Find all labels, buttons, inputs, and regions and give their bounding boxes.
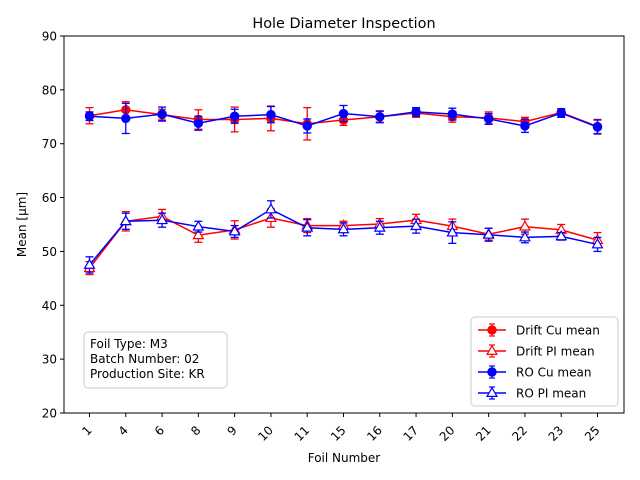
annotation-line: Foil Type: M3 bbox=[90, 337, 168, 351]
data-point bbox=[83, 258, 96, 269]
data-point bbox=[592, 122, 603, 132]
data-point bbox=[555, 229, 568, 241]
data-point bbox=[373, 221, 386, 232]
annotation-frame bbox=[83, 331, 228, 389]
data-point bbox=[338, 108, 349, 119]
data-point bbox=[264, 203, 277, 214]
y-axis-ticks: 20 30 40 50 60 70 80 90 bbox=[42, 30, 64, 421]
x-axis-label: Foil Number bbox=[308, 451, 381, 465]
data-point bbox=[193, 118, 204, 128]
data-point bbox=[518, 220, 531, 231]
data-point bbox=[482, 228, 495, 239]
y-tick-label: 90 bbox=[42, 30, 57, 44]
legend-marker bbox=[487, 325, 497, 335]
y-tick-label: 70 bbox=[42, 137, 57, 151]
legend-marker bbox=[486, 386, 498, 397]
legend-label: RO PI mean bbox=[516, 387, 586, 401]
legend-item: RO PI mean bbox=[478, 386, 586, 401]
data-point bbox=[556, 108, 566, 118]
data-point bbox=[266, 109, 276, 120]
data-point bbox=[483, 114, 494, 124]
y-tick-label: 40 bbox=[42, 299, 57, 313]
data-point bbox=[192, 220, 205, 231]
legend-item: RO Cu mean bbox=[478, 365, 591, 380]
y-tick-label: 60 bbox=[42, 191, 57, 205]
data-point bbox=[375, 112, 385, 122]
data-point bbox=[84, 111, 95, 121]
data-point bbox=[337, 222, 350, 234]
series-layer bbox=[83, 101, 604, 276]
y-tick-label: 20 bbox=[42, 407, 57, 421]
legend-marker bbox=[487, 367, 497, 377]
data-point bbox=[447, 109, 458, 119]
legend-marker bbox=[486, 344, 498, 355]
data-point bbox=[520, 121, 530, 131]
annotation-line: Production Site: KR bbox=[90, 367, 205, 381]
legend-item: Drift Cu mean bbox=[478, 323, 600, 338]
annotation-line: Batch Number: 02 bbox=[90, 352, 199, 366]
data-point bbox=[157, 109, 167, 119]
data-point bbox=[229, 111, 240, 121]
data-point bbox=[591, 238, 604, 249]
data-point bbox=[518, 231, 531, 242]
legend-frame bbox=[470, 316, 619, 407]
legend-label: Drift Cu mean bbox=[516, 324, 600, 338]
chart-title: Hole Diameter Inspection bbox=[252, 16, 435, 32]
data-point bbox=[410, 219, 423, 231]
y-tick-label: 50 bbox=[42, 245, 57, 259]
legend-item: Drift PI mean bbox=[478, 344, 595, 359]
y-axis-label: Mean [μm] bbox=[15, 192, 29, 257]
legend: Drift Cu mean Drift PI mean RO Cu mean RO P… bbox=[470, 316, 619, 407]
series-ro-pi-mean bbox=[83, 200, 604, 274]
data-point bbox=[119, 214, 132, 226]
data-point bbox=[301, 221, 314, 232]
data-point bbox=[121, 113, 131, 124]
data-point bbox=[156, 213, 169, 225]
y-tick-label: 30 bbox=[42, 353, 57, 367]
data-point bbox=[446, 226, 459, 237]
data-point bbox=[192, 228, 205, 240]
legend-label: Drift PI mean bbox=[516, 345, 595, 359]
y-tick-label: 80 bbox=[42, 83, 57, 97]
data-point bbox=[411, 107, 421, 117]
series-ro-cu-mean bbox=[84, 102, 603, 135]
legend-label: RO Cu mean bbox=[516, 366, 591, 380]
data-point bbox=[302, 121, 312, 131]
data-point bbox=[228, 225, 241, 236]
